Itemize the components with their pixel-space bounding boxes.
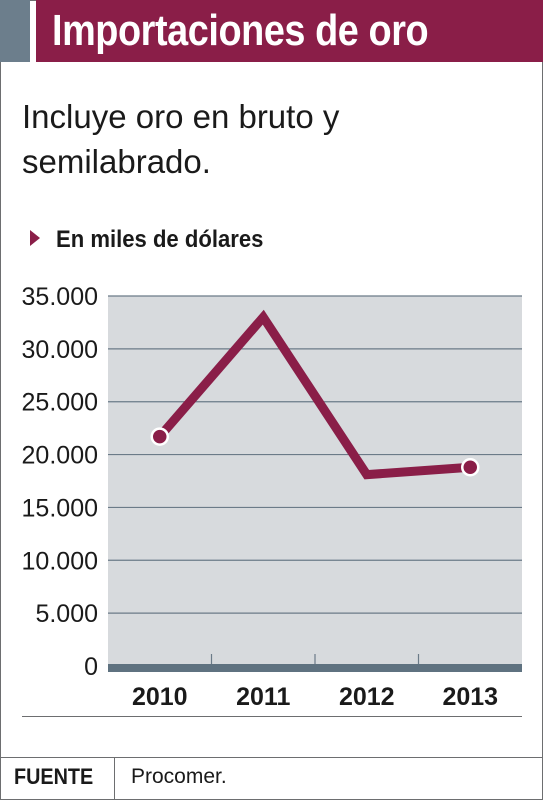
y-tick-label: 20.000 [22,442,98,470]
source-label: FUENTE [14,764,94,789]
y-tick-label: 30.000 [22,336,98,364]
line-chart: 0 5.000 10.000 15.000 20.000 25.000 30.000 35.0… [22,283,522,710]
header-accent-bar [0,0,30,62]
y-tick-label: 0 [84,653,98,681]
data-point [150,427,169,446]
y-tick-label: 10.000 [22,547,98,575]
footer-divider [0,757,543,758]
unit-label: En miles de dólares [56,226,264,253]
header-bar [36,0,543,62]
y-tick-label: 5.000 [35,600,98,628]
data-point [461,458,480,477]
chart-bottom-rule [22,716,522,717]
y-tick-label: 25.000 [22,389,98,417]
x-tick-label: 2013 [442,683,498,710]
x-tick-label: 2010 [132,683,188,710]
subtitle: Incluye oro en bruto y semilabrado. [22,98,340,180]
y-tick-label: 15.000 [22,494,98,522]
footer-separator [114,758,115,800]
x-tick-label: 2011 [236,683,290,710]
plot-area [108,296,522,666]
caret-right-icon [30,230,40,246]
page-title: Importaciones de oro [52,6,429,55]
x-tick-label: 2012 [339,683,395,710]
y-tick-label: 35.000 [22,283,98,311]
series-line [156,309,471,480]
source-text: Procomer. [131,765,227,788]
x-axis-baseline [108,664,522,672]
